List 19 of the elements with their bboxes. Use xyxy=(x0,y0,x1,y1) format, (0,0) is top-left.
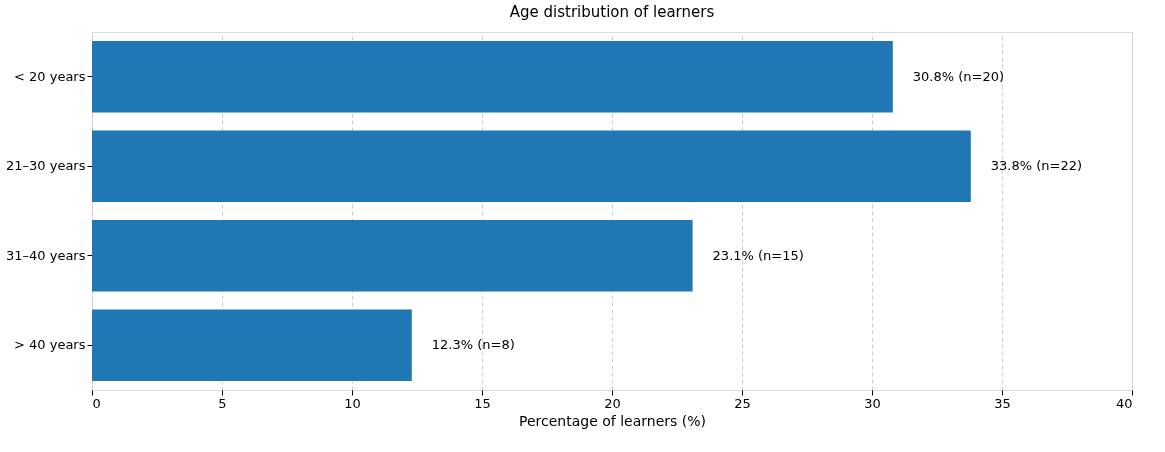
y-tick-label: < 20 years xyxy=(14,68,86,84)
x-tick-label: 0 xyxy=(92,395,101,411)
x-tick-label: 10 xyxy=(344,395,361,411)
x-tick-label: 30 xyxy=(864,395,881,411)
x-tick-label: 35 xyxy=(994,395,1011,411)
x-tick-label: 15 xyxy=(474,395,491,411)
x-tick-label: 25 xyxy=(734,395,751,411)
data-label: 30.8% (n=20) xyxy=(912,68,1005,84)
x-tick-label: 20 xyxy=(604,395,621,411)
x-axis-title: Percentage of learners (%) xyxy=(519,412,706,429)
data-label: 33.8% (n=22) xyxy=(990,158,1083,174)
y-tick-label: 21–30 years xyxy=(6,158,86,174)
x-tick-label: 5 xyxy=(218,395,227,411)
data-label: 12.3% (n=8) xyxy=(431,337,515,353)
x-tick-label: 40 xyxy=(1115,395,1133,411)
y-tick-label: > 40 years xyxy=(14,337,86,353)
y-tick-label: 31–40 years xyxy=(6,247,86,263)
data-label: 23.1% (n=15) xyxy=(712,247,804,263)
chart-title: Age distribution of learners xyxy=(509,3,715,21)
